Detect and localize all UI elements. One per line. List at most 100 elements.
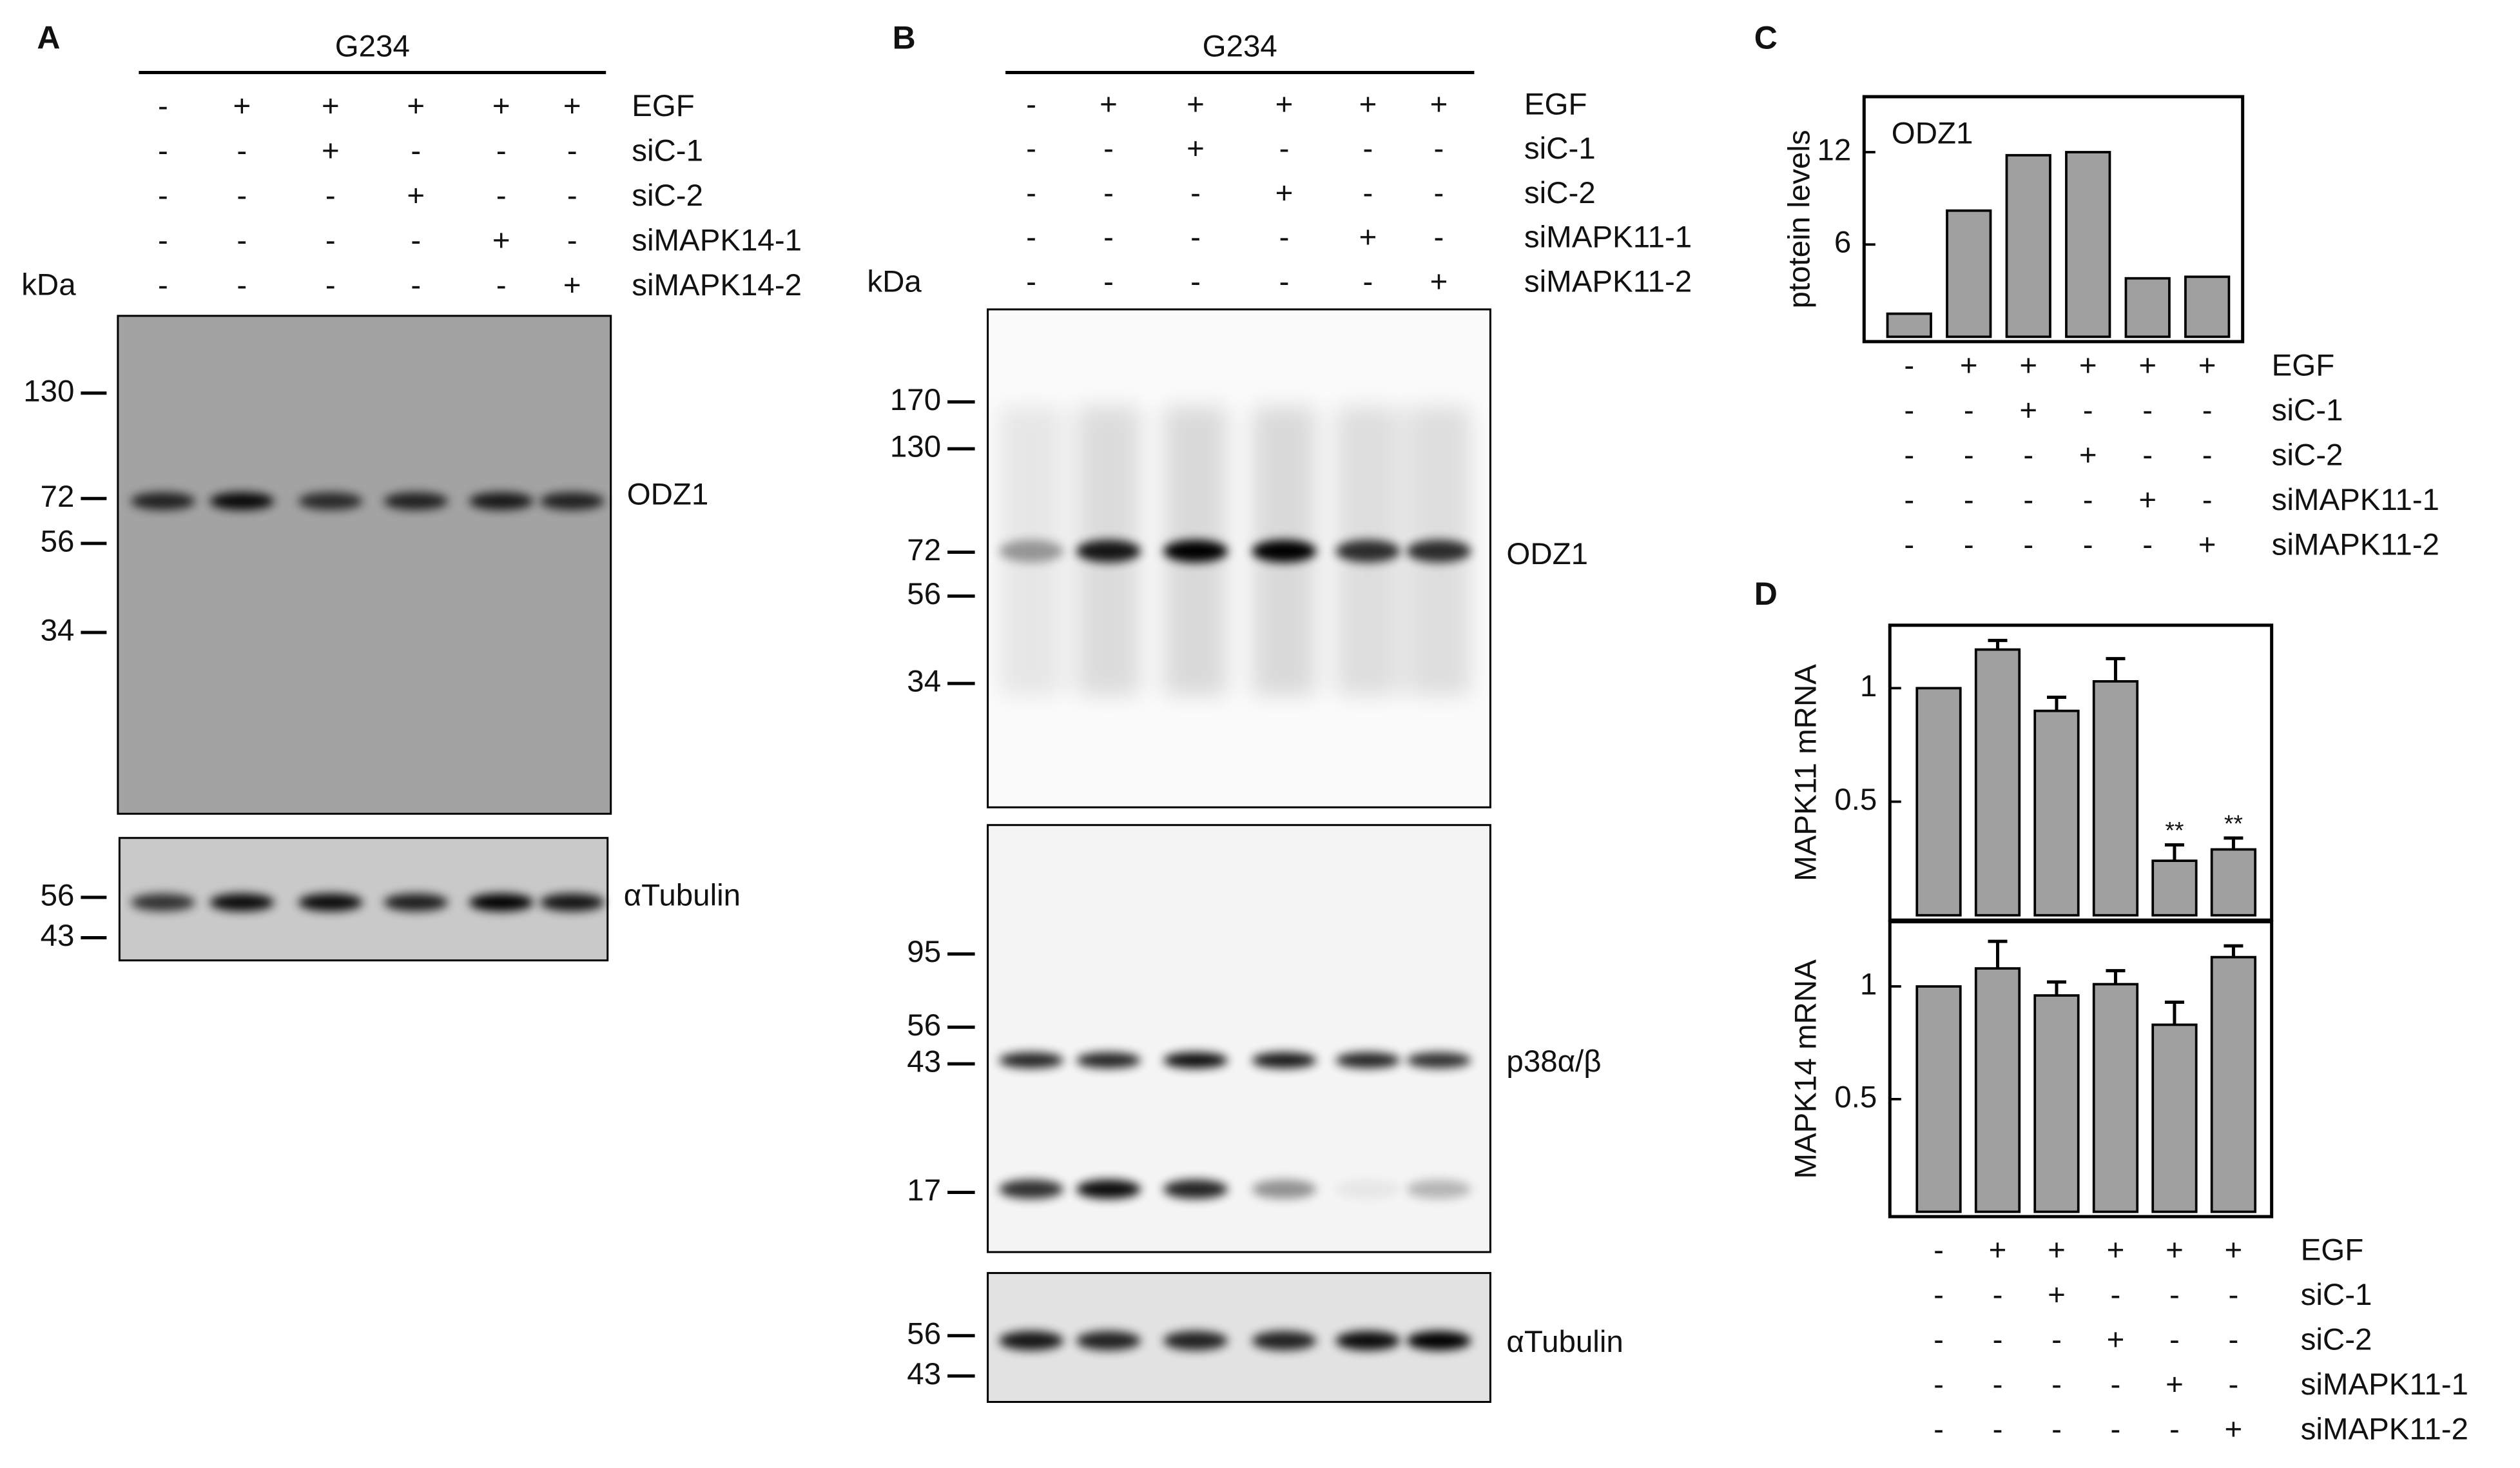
condition-sign: - bbox=[1103, 176, 1114, 210]
error-bar bbox=[2106, 969, 2126, 984]
condition-sign: - bbox=[325, 223, 336, 257]
condition-label: siMAPK11-2 bbox=[1524, 264, 1692, 298]
error-bar bbox=[1988, 939, 2008, 969]
panel-letter: C bbox=[1754, 20, 1778, 56]
condition-label: siC-1 bbox=[1524, 132, 1596, 166]
marker-label: 72 bbox=[41, 480, 75, 514]
marker-label: 43 bbox=[41, 919, 75, 953]
condition-sign: + bbox=[2079, 438, 2097, 472]
condition-sign: - bbox=[1103, 132, 1114, 166]
condition-sign: - bbox=[411, 133, 421, 168]
condition-sign: + bbox=[2048, 1278, 2066, 1312]
kda-label: kDa bbox=[21, 268, 76, 302]
blot-label: αTubulin bbox=[624, 879, 741, 913]
condition-sign: - bbox=[1904, 483, 1914, 517]
bar bbox=[2092, 983, 2139, 1213]
condition-sign: + bbox=[2019, 393, 2037, 427]
band bbox=[999, 540, 1064, 563]
cell-line: G234 bbox=[335, 30, 410, 64]
condition-label: siMAPK14-1 bbox=[632, 223, 802, 257]
condition-sign: + bbox=[1960, 348, 1978, 382]
condition-sign: + bbox=[2166, 1233, 2184, 1267]
condition-sign: - bbox=[325, 268, 336, 302]
error-bar bbox=[2224, 944, 2244, 957]
band bbox=[1076, 1052, 1141, 1069]
condition-sign: - bbox=[1434, 220, 1444, 255]
y-tick-label: 6 bbox=[1834, 226, 1851, 260]
condition-sign: + bbox=[1359, 220, 1377, 255]
marker-label: 56 bbox=[907, 577, 941, 611]
condition-sign: - bbox=[1026, 176, 1036, 210]
band bbox=[1076, 1179, 1141, 1199]
panel-letter: A bbox=[37, 20, 60, 56]
condition-sign: + bbox=[233, 89, 251, 123]
condition-sign: + bbox=[492, 89, 510, 123]
condition-sign: - bbox=[411, 268, 421, 302]
blot-border bbox=[987, 308, 1491, 808]
condition-sign: - bbox=[1934, 1367, 1944, 1402]
condition-sign: + bbox=[2225, 1233, 2243, 1267]
bar bbox=[1974, 967, 2021, 1213]
condition-label: siC-2 bbox=[2272, 438, 2343, 472]
blot-bg bbox=[117, 315, 611, 814]
marker-label: 43 bbox=[907, 1045, 941, 1079]
condition-sign: - bbox=[158, 89, 168, 123]
bar bbox=[1886, 312, 1932, 338]
condition-sign: + bbox=[2138, 483, 2157, 517]
condition-sign: - bbox=[1993, 1323, 2003, 1357]
band bbox=[1335, 1179, 1401, 1199]
bar bbox=[1915, 985, 1962, 1213]
condition-sign: + bbox=[1187, 132, 1205, 166]
condition-sign: - bbox=[2202, 483, 2213, 517]
condition-sign: + bbox=[2048, 1233, 2066, 1267]
significance: ** bbox=[2165, 816, 2184, 843]
condition-sign: - bbox=[158, 179, 168, 213]
condition-sign: + bbox=[1989, 1233, 2007, 1267]
plot-frame bbox=[1862, 95, 2245, 344]
marker-label: 56 bbox=[907, 1008, 941, 1042]
condition-sign: - bbox=[2142, 393, 2153, 427]
condition-sign: + bbox=[1359, 88, 1377, 122]
condition-sign: + bbox=[407, 89, 425, 123]
condition-sign: - bbox=[2083, 393, 2093, 427]
blot-border bbox=[117, 315, 612, 815]
band bbox=[130, 893, 195, 912]
condition-sign: - bbox=[1026, 88, 1036, 122]
condition-sign: - bbox=[2083, 527, 2093, 562]
bar bbox=[2005, 153, 2051, 338]
band bbox=[298, 893, 363, 912]
band bbox=[999, 1331, 1064, 1351]
error-bar bbox=[2046, 695, 2066, 711]
bar bbox=[1915, 687, 1962, 917]
condition-sign: + bbox=[1430, 264, 1448, 298]
error-bar bbox=[2164, 843, 2184, 861]
bar bbox=[2184, 275, 2231, 338]
condition-sign: - bbox=[1934, 1323, 1944, 1357]
condition-sign: - bbox=[2111, 1367, 2121, 1402]
condition-sign: - bbox=[1964, 438, 1974, 472]
condition-sign: - bbox=[1993, 1278, 2003, 1312]
condition-sign: - bbox=[1190, 176, 1201, 210]
marker-label: 56 bbox=[41, 524, 75, 558]
blot bbox=[117, 315, 612, 815]
blot bbox=[987, 824, 1491, 1253]
band bbox=[1335, 1331, 1401, 1351]
condition-sign: - bbox=[1190, 220, 1201, 255]
condition-sign: + bbox=[2225, 1413, 2243, 1447]
condition-sign: + bbox=[2198, 527, 2216, 562]
y-axis-label: MAPK14 mRNA bbox=[1788, 959, 1823, 1179]
marker-label: 72 bbox=[907, 533, 941, 567]
bar bbox=[2151, 1023, 2198, 1213]
condition-sign: + bbox=[1430, 88, 1448, 122]
band bbox=[1252, 1179, 1317, 1199]
blot-border bbox=[987, 1272, 1491, 1404]
condition-sign: + bbox=[492, 223, 510, 257]
bar bbox=[2151, 859, 2198, 917]
condition-sign: - bbox=[1026, 264, 1036, 298]
blot-label: p38α/β bbox=[1506, 1044, 1601, 1079]
condition-sign: + bbox=[2019, 348, 2037, 382]
condition-label: siC-1 bbox=[632, 133, 703, 168]
band bbox=[539, 893, 605, 912]
